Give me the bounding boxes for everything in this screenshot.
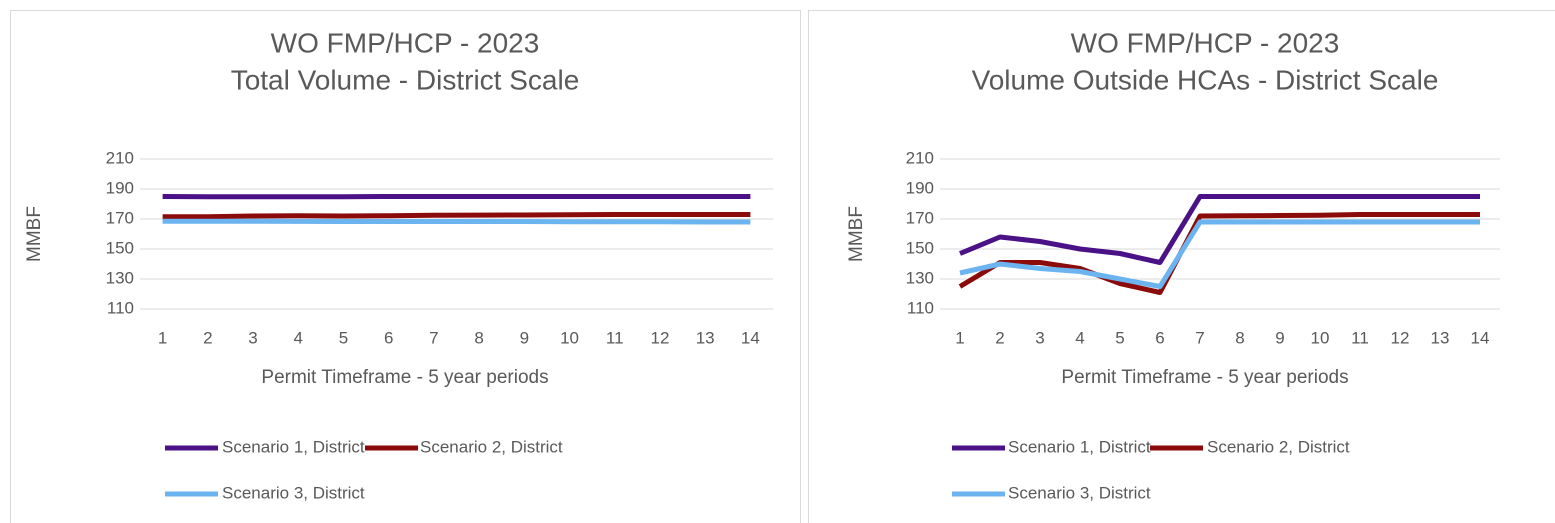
x-tick-label: 1 <box>955 328 964 347</box>
x-axis-title: Permit Timeframe - 5 year periods <box>1061 367 1348 388</box>
x-tick-label: 9 <box>1275 328 1284 347</box>
x-tick-label: 1 <box>158 328 167 347</box>
series-line <box>958 212 1480 295</box>
x-tick-label: 12 <box>651 328 670 347</box>
x-tick-label: 13 <box>696 328 715 347</box>
y-tick-label: 210 <box>106 148 134 167</box>
legend-label: Scenario 1, District <box>1008 437 1151 456</box>
x-tick-label: 5 <box>1115 328 1124 347</box>
series-line <box>162 212 751 220</box>
y-axis-title: MMBF <box>24 206 45 262</box>
x-tick-label: 2 <box>995 328 1004 347</box>
legend-label: Scenario 2, District <box>420 437 563 456</box>
y-tick-label: 150 <box>106 238 134 257</box>
x-tick-label: 14 <box>741 328 760 347</box>
y-tick-label: 170 <box>906 208 934 227</box>
x-axis-title: Permit Timeframe - 5 year periods <box>261 367 548 388</box>
series-line <box>162 218 751 225</box>
x-tick-label: 10 <box>1311 328 1330 347</box>
y-tick-label: 130 <box>906 268 934 287</box>
x-tick-label: 7 <box>1195 328 1204 347</box>
x-tick-label: 14 <box>1471 328 1490 347</box>
legend-label: Scenario 3, District <box>1008 483 1151 502</box>
panel <box>10 10 801 523</box>
chart-title: WO FMP/HCP - 2023 <box>271 27 540 58</box>
chart-subtitle: Total Volume - District Scale <box>231 64 580 95</box>
chart-subtitle: Volume Outside HCAs - District Scale <box>972 64 1439 95</box>
x-tick-label: 7 <box>429 328 438 347</box>
x-tick-label: 13 <box>1431 328 1450 347</box>
y-tick-label: 110 <box>107 298 134 317</box>
x-tick-label: 11 <box>1351 328 1369 347</box>
x-tick-label: 5 <box>339 328 348 347</box>
panel <box>808 10 1555 523</box>
legend-label: Scenario 3, District <box>222 483 365 502</box>
x-tick-label: 8 <box>1235 328 1244 347</box>
series-line <box>959 219 1480 289</box>
chart-title: WO FMP/HCP - 2023 <box>1071 27 1340 58</box>
x-tick-label: 8 <box>474 328 483 347</box>
legend-label: Scenario 1, District <box>222 437 365 456</box>
y-tick-label: 150 <box>906 238 934 257</box>
x-tick-label: 2 <box>203 328 212 347</box>
x-tick-label: 3 <box>248 328 257 347</box>
x-tick-label: 4 <box>294 328 303 347</box>
y-tick-label: 190 <box>106 178 134 197</box>
x-tick-label: 6 <box>1155 328 1164 347</box>
x-tick-label: 11 <box>606 328 624 347</box>
legend-label: Scenario 2, District <box>1207 437 1350 456</box>
x-tick-label: 6 <box>384 328 393 347</box>
y-tick-label: 210 <box>906 148 934 167</box>
y-tick-label: 190 <box>906 178 934 197</box>
x-tick-label: 9 <box>520 328 529 347</box>
x-tick-label: 4 <box>1075 328 1084 347</box>
x-tick-label: 12 <box>1391 328 1410 347</box>
series-line <box>959 194 1480 265</box>
y-tick-label: 110 <box>907 298 934 317</box>
x-tick-label: 10 <box>560 328 579 347</box>
y-tick-label: 130 <box>106 268 134 287</box>
y-axis-title: MMBF <box>846 206 867 262</box>
y-tick-label: 170 <box>106 208 134 227</box>
x-tick-label: 3 <box>1035 328 1044 347</box>
